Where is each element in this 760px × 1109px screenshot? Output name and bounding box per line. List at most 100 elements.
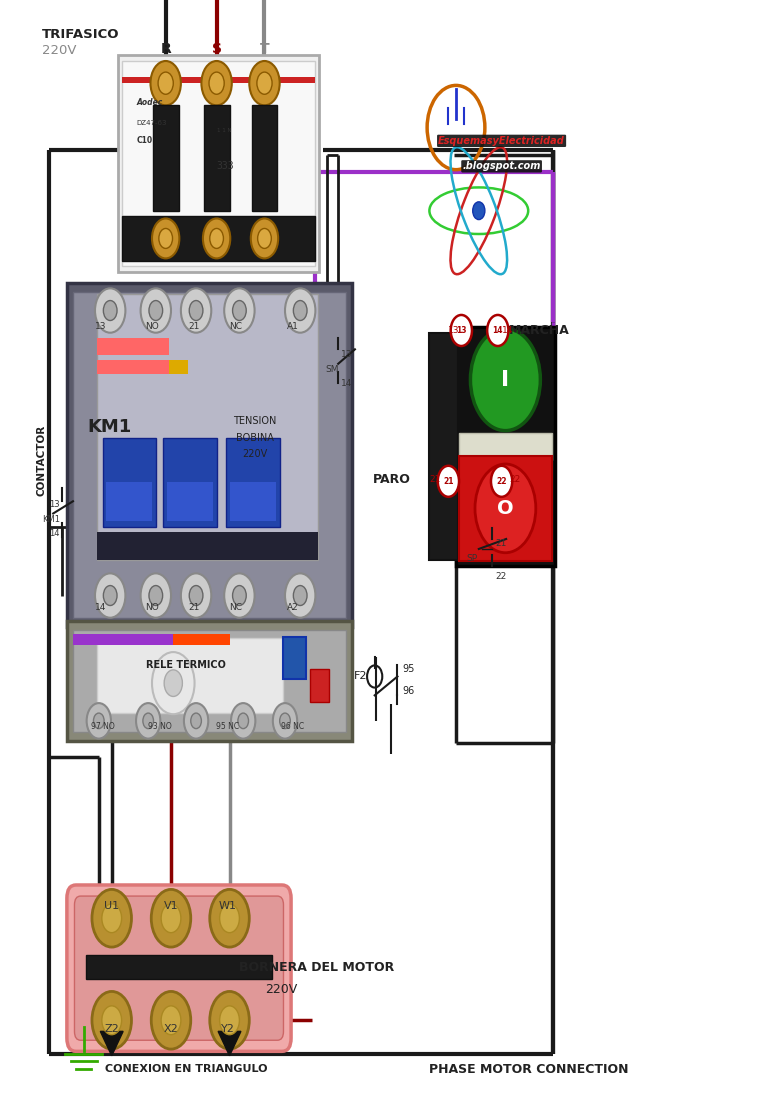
Text: 13: 13 — [448, 326, 460, 335]
Circle shape — [102, 1006, 122, 1035]
Bar — [73, 630, 346, 732]
Text: 14: 14 — [95, 603, 106, 612]
Text: 95: 95 — [403, 663, 415, 674]
Circle shape — [491, 466, 512, 497]
Text: CONTACTOR: CONTACTOR — [36, 425, 47, 496]
Circle shape — [233, 301, 246, 321]
Text: PHASE MOTOR CONNECTION: PHASE MOTOR CONNECTION — [429, 1062, 629, 1076]
Text: 14: 14 — [49, 529, 60, 538]
Text: F2: F2 — [353, 671, 367, 682]
Text: S: S — [211, 42, 222, 57]
Text: 14: 14 — [492, 326, 503, 335]
Text: 22: 22 — [496, 572, 507, 581]
Circle shape — [103, 301, 117, 321]
Circle shape — [164, 670, 182, 696]
Text: RELE TERMICO: RELE TERMICO — [146, 660, 226, 671]
Circle shape — [161, 1006, 181, 1035]
Text: U1: U1 — [104, 901, 119, 912]
Text: KM1: KM1 — [42, 515, 60, 523]
Circle shape — [210, 889, 249, 947]
Text: O: O — [497, 499, 514, 518]
Text: 14: 14 — [502, 326, 513, 335]
Circle shape — [203, 218, 230, 258]
Text: R: R — [160, 42, 171, 57]
Text: NC: NC — [229, 603, 242, 612]
Bar — [97, 360, 169, 374]
Circle shape — [251, 218, 278, 258]
Text: 13: 13 — [456, 326, 467, 335]
Text: NC: NC — [229, 322, 242, 330]
Polygon shape — [100, 1031, 123, 1056]
Circle shape — [191, 713, 201, 729]
Circle shape — [143, 713, 154, 729]
Text: CONEXION EN TRIANGULO: CONEXION EN TRIANGULO — [105, 1064, 268, 1075]
Text: 22: 22 — [509, 475, 521, 484]
Bar — [97, 638, 283, 713]
Circle shape — [220, 1006, 239, 1035]
Circle shape — [285, 288, 315, 333]
Text: 220V: 220V — [42, 44, 76, 58]
Circle shape — [161, 904, 181, 933]
FancyBboxPatch shape — [67, 885, 291, 1051]
Circle shape — [473, 202, 485, 220]
Circle shape — [238, 713, 249, 729]
Bar — [459, 456, 552, 561]
Circle shape — [210, 228, 223, 248]
Text: BORNERA DEL MOTOR: BORNERA DEL MOTOR — [239, 960, 394, 974]
Circle shape — [152, 218, 179, 258]
Circle shape — [149, 586, 163, 606]
Circle shape — [224, 288, 255, 333]
Circle shape — [189, 586, 203, 606]
Circle shape — [181, 573, 211, 618]
Bar — [163, 438, 217, 527]
Circle shape — [475, 464, 536, 552]
Circle shape — [273, 703, 297, 739]
Text: 220V: 220V — [242, 449, 268, 459]
Circle shape — [151, 889, 191, 947]
Text: 13: 13 — [340, 350, 352, 359]
Bar — [122, 77, 315, 83]
Text: 96: 96 — [403, 685, 415, 696]
Text: NO: NO — [145, 322, 159, 330]
Text: 96 NC: 96 NC — [281, 722, 304, 731]
Text: 333: 333 — [217, 161, 234, 171]
Circle shape — [141, 288, 171, 333]
Circle shape — [184, 703, 208, 739]
Bar — [97, 532, 318, 560]
Text: 97 NO: 97 NO — [91, 722, 115, 731]
Bar — [230, 482, 276, 521]
Circle shape — [209, 72, 224, 94]
Circle shape — [92, 889, 131, 947]
Bar — [73, 634, 230, 645]
Bar — [153, 105, 179, 211]
Text: 95 NC: 95 NC — [217, 722, 239, 731]
Text: SP: SP — [466, 554, 477, 563]
Text: 220V: 220V — [265, 983, 297, 996]
Text: PARO: PARO — [372, 472, 410, 486]
Bar — [169, 360, 188, 374]
Circle shape — [151, 991, 191, 1049]
Text: 93 NO: 93 NO — [147, 722, 172, 731]
Circle shape — [293, 301, 307, 321]
Bar — [106, 482, 152, 521]
Text: 21: 21 — [443, 477, 454, 486]
Circle shape — [487, 315, 508, 346]
Text: C10: C10 — [137, 136, 153, 145]
Text: Z2: Z2 — [104, 1024, 119, 1035]
Circle shape — [451, 315, 472, 346]
Bar — [252, 105, 277, 211]
Bar — [86, 955, 272, 979]
Bar — [283, 637, 306, 679]
Text: A2: A2 — [287, 603, 299, 612]
Circle shape — [92, 991, 131, 1049]
Text: DZ47-63: DZ47-63 — [137, 120, 167, 125]
Circle shape — [95, 573, 125, 618]
Text: TENSION: TENSION — [233, 416, 277, 426]
Circle shape — [102, 904, 122, 933]
Bar — [73, 292, 346, 618]
Circle shape — [210, 991, 249, 1049]
Circle shape — [224, 573, 255, 618]
Circle shape — [87, 703, 111, 739]
Circle shape — [159, 228, 173, 248]
Text: Aodec: Aodec — [137, 98, 163, 106]
